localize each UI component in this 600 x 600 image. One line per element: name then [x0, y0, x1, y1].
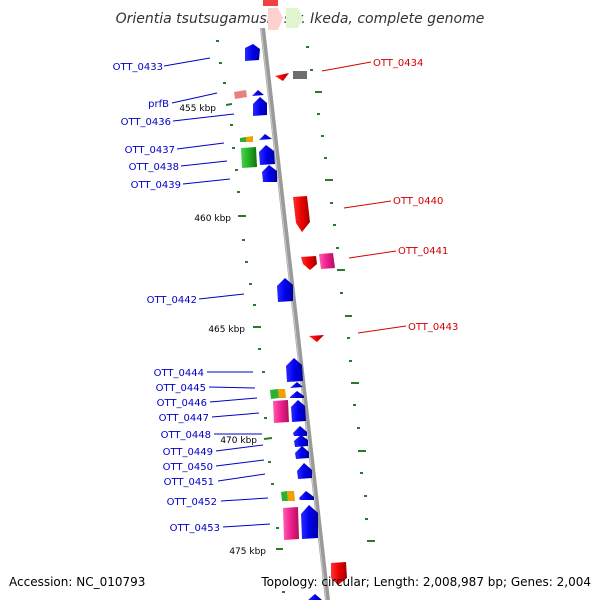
gene-label: OTT_0452 — [167, 497, 217, 508]
gene-feature — [281, 491, 288, 501]
gene-feature — [286, 8, 303, 28]
gene-feature — [270, 389, 279, 399]
gene-feature — [293, 426, 307, 436]
gene-feature — [290, 391, 304, 398]
gene-feature — [295, 446, 309, 459]
gene-feature — [293, 71, 307, 79]
gene-label: OTT_0451 — [164, 477, 214, 488]
gene-label: OTT_0443 — [408, 322, 458, 333]
gene-label: OTT_0449 — [163, 447, 213, 458]
forward-label-lines — [163, 57, 271, 528]
gene-label: OTT_0437 — [125, 145, 175, 156]
scale-ticks — [216, 40, 375, 593]
gene-feature — [297, 463, 312, 479]
gene-label: OTT_0448 — [161, 430, 211, 441]
gene-feature — [246, 136, 253, 142]
gene-feature — [277, 278, 293, 302]
gene-feature — [283, 507, 299, 540]
scale-label: 455 kbp — [179, 104, 216, 114]
gene-label: OTT_0438 — [129, 162, 179, 173]
gene-feature — [294, 435, 308, 447]
reverse-labels: OTT_0434 OTT_0440 OTT_0441 OTT_0443 — [373, 58, 458, 333]
reverse-genes — [275, 71, 347, 585]
forward-genes — [234, 44, 322, 600]
scale-label: 470 kbp — [220, 436, 257, 446]
gene-feature — [275, 73, 289, 81]
gene-feature — [293, 196, 310, 232]
gene-feature — [245, 44, 260, 61]
scale-labels: 455 kbp 460 kbp 465 kbp 470 kbp 475 kbp — [179, 104, 266, 557]
gene-label: OTT_0442 — [147, 295, 197, 306]
reverse-label-lines — [321, 61, 407, 334]
gene-feature — [259, 134, 272, 140]
gene-feature — [241, 147, 257, 168]
gene-feature — [291, 400, 306, 422]
gene-feature — [234, 90, 247, 99]
gene-feature — [308, 594, 322, 600]
gene-feature — [262, 165, 277, 182]
gene-feature — [331, 562, 347, 585]
forward-labels: OTT_0433 prfB OTT_0436 OTT_0437 OTT_0438… — [113, 62, 220, 534]
gene-feature — [301, 256, 317, 270]
genome-stats-text: Topology: circular; Length: 2,008,987 bp… — [260, 575, 591, 589]
gene-feature — [309, 335, 324, 342]
gene-feature — [263, 0, 278, 6]
gene-feature — [268, 8, 283, 30]
gene-label: OTT_0433 — [113, 62, 163, 73]
gene-label: OTT_0447 — [159, 413, 209, 424]
gene-feature — [299, 491, 314, 500]
gene-label: OTT_0450 — [163, 462, 213, 473]
gene-label: OTT_0440 — [393, 196, 443, 207]
gene-label: prfB — [148, 99, 169, 110]
gene-label: OTT_0441 — [398, 246, 448, 257]
gene-feature — [240, 137, 246, 142]
accession-text: Accession: NC_010793 — [9, 575, 145, 589]
scale-label: 460 kbp — [194, 214, 231, 224]
scale-label: 475 kbp — [229, 547, 266, 557]
gene-label: OTT_0446 — [157, 398, 207, 409]
gene-label: OTT_0439 — [131, 180, 181, 191]
gene-feature — [301, 505, 318, 539]
gene-feature — [253, 97, 267, 116]
gene-label: OTT_0444 — [154, 368, 204, 379]
gene-feature — [286, 358, 303, 382]
gene-feature — [252, 90, 264, 96]
gene-feature — [278, 389, 286, 398]
gene-feature — [319, 253, 335, 269]
gene-label: OTT_0445 — [156, 383, 206, 394]
gene-feature — [259, 145, 275, 165]
gene-label: OTT_0453 — [170, 523, 220, 534]
gene-label: OTT_0434 — [373, 58, 423, 69]
gene-label: OTT_0436 — [121, 117, 171, 128]
gene-feature — [273, 400, 289, 423]
scale-label: 465 kbp — [208, 325, 245, 335]
gene-feature — [290, 382, 303, 388]
gene-feature — [287, 491, 295, 501]
